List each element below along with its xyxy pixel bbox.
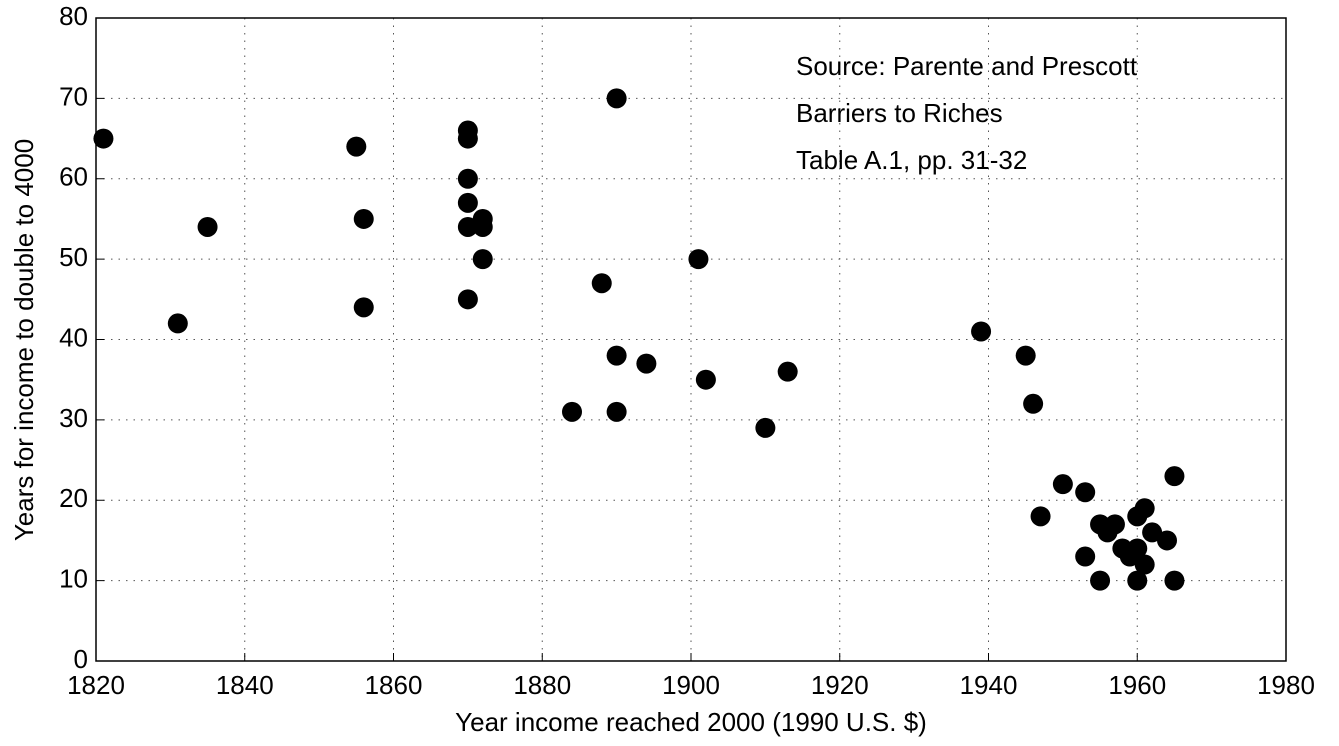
y-tick-label: 60 — [59, 162, 88, 192]
x-axis-label: Year income reached 2000 (1990 U.S. $) — [455, 707, 927, 737]
point — [1030, 506, 1051, 527]
point — [457, 192, 478, 213]
y-tick-label: 0 — [74, 644, 88, 674]
point — [167, 313, 188, 334]
point — [1127, 538, 1148, 559]
point — [1164, 570, 1185, 591]
x-tick-label: 1980 — [1257, 670, 1315, 700]
point — [1157, 530, 1177, 551]
point — [457, 216, 478, 237]
annotation: Source: Parente and Prescott — [796, 51, 1138, 81]
point — [472, 216, 493, 237]
point — [93, 128, 114, 149]
point — [562, 401, 582, 422]
y-tick-label: 20 — [59, 483, 88, 513]
y-tick-label: 40 — [59, 322, 88, 352]
point — [1142, 522, 1163, 543]
point — [1052, 474, 1073, 495]
x-tick-label: 1960 — [1108, 670, 1166, 700]
annotation: Barriers to Riches — [796, 98, 1003, 128]
point — [457, 289, 478, 310]
point — [695, 369, 716, 390]
point — [1090, 570, 1111, 591]
point — [606, 88, 627, 109]
x-tick-label: 1920 — [811, 670, 869, 700]
point — [636, 353, 657, 374]
x-tick-label: 1900 — [662, 670, 720, 700]
point — [1015, 345, 1036, 366]
point — [755, 417, 776, 438]
x-tick-label: 1880 — [513, 670, 571, 700]
x-tick-label: 1940 — [960, 670, 1018, 700]
x-tick-label: 1840 — [216, 670, 274, 700]
point — [971, 321, 992, 342]
x-tick-label: 1860 — [365, 670, 423, 700]
point — [606, 345, 627, 366]
y-tick-label: 10 — [59, 564, 88, 594]
point — [591, 273, 612, 294]
annotation: Table A.1, pp. 31-32 — [796, 145, 1027, 175]
point — [1134, 554, 1155, 575]
point — [1104, 514, 1125, 535]
point — [777, 361, 798, 382]
point — [353, 208, 374, 229]
point — [1134, 498, 1155, 519]
point — [197, 216, 218, 237]
point — [1127, 570, 1148, 591]
point — [472, 249, 493, 270]
point — [1023, 393, 1044, 414]
point — [353, 297, 374, 318]
y-tick-label: 30 — [59, 403, 88, 433]
y-tick-label: 80 — [59, 1, 88, 31]
point — [457, 128, 478, 149]
point — [457, 168, 478, 189]
y-tick-label: 50 — [59, 242, 88, 272]
plot-frame — [95, 17, 1287, 662]
y-axis-label: Years for income to double to 4000 — [9, 139, 39, 541]
point — [1164, 466, 1185, 487]
x-tick-label: 1820 — [67, 670, 125, 700]
y-tick-label: 70 — [59, 81, 88, 111]
point — [688, 249, 709, 270]
point — [346, 136, 367, 157]
point — [1075, 482, 1096, 503]
point — [1075, 546, 1096, 567]
point — [606, 401, 627, 422]
